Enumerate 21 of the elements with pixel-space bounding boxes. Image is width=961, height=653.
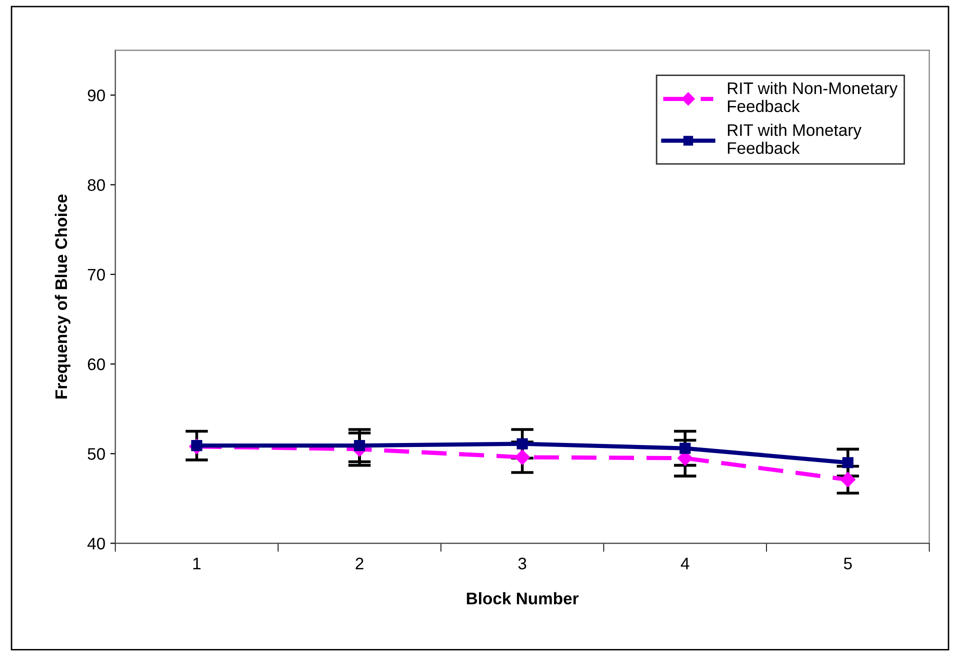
y-tick-label: 50 — [88, 448, 105, 460]
x-tick-label: 5 — [844, 558, 852, 570]
legend-label: RIT with Monetary Feedback — [728, 124, 862, 154]
x-tick-label: 3 — [518, 558, 526, 570]
y-tick-label: 90 — [88, 90, 105, 102]
y-tick-label: 60 — [88, 358, 105, 370]
y-tick-label: 70 — [88, 268, 105, 281]
point — [354, 440, 366, 452]
point — [840, 472, 856, 488]
point — [516, 438, 528, 450]
x-tick-label: 4 — [680, 558, 690, 570]
point — [842, 457, 854, 468]
x-tick-label: 2 — [356, 558, 364, 570]
y-axis-title: Frequency of Blue Choice — [54, 194, 70, 398]
x-axis-title: Block Number — [466, 592, 579, 604]
point — [514, 450, 530, 465]
x-tick-label: 1 — [193, 558, 201, 570]
legend-label: RIT with Non-Monetary Feedback — [728, 82, 898, 112]
y-tick-label: 40 — [87, 538, 105, 550]
point — [680, 442, 691, 454]
y-tick-label: 80 — [88, 179, 105, 191]
